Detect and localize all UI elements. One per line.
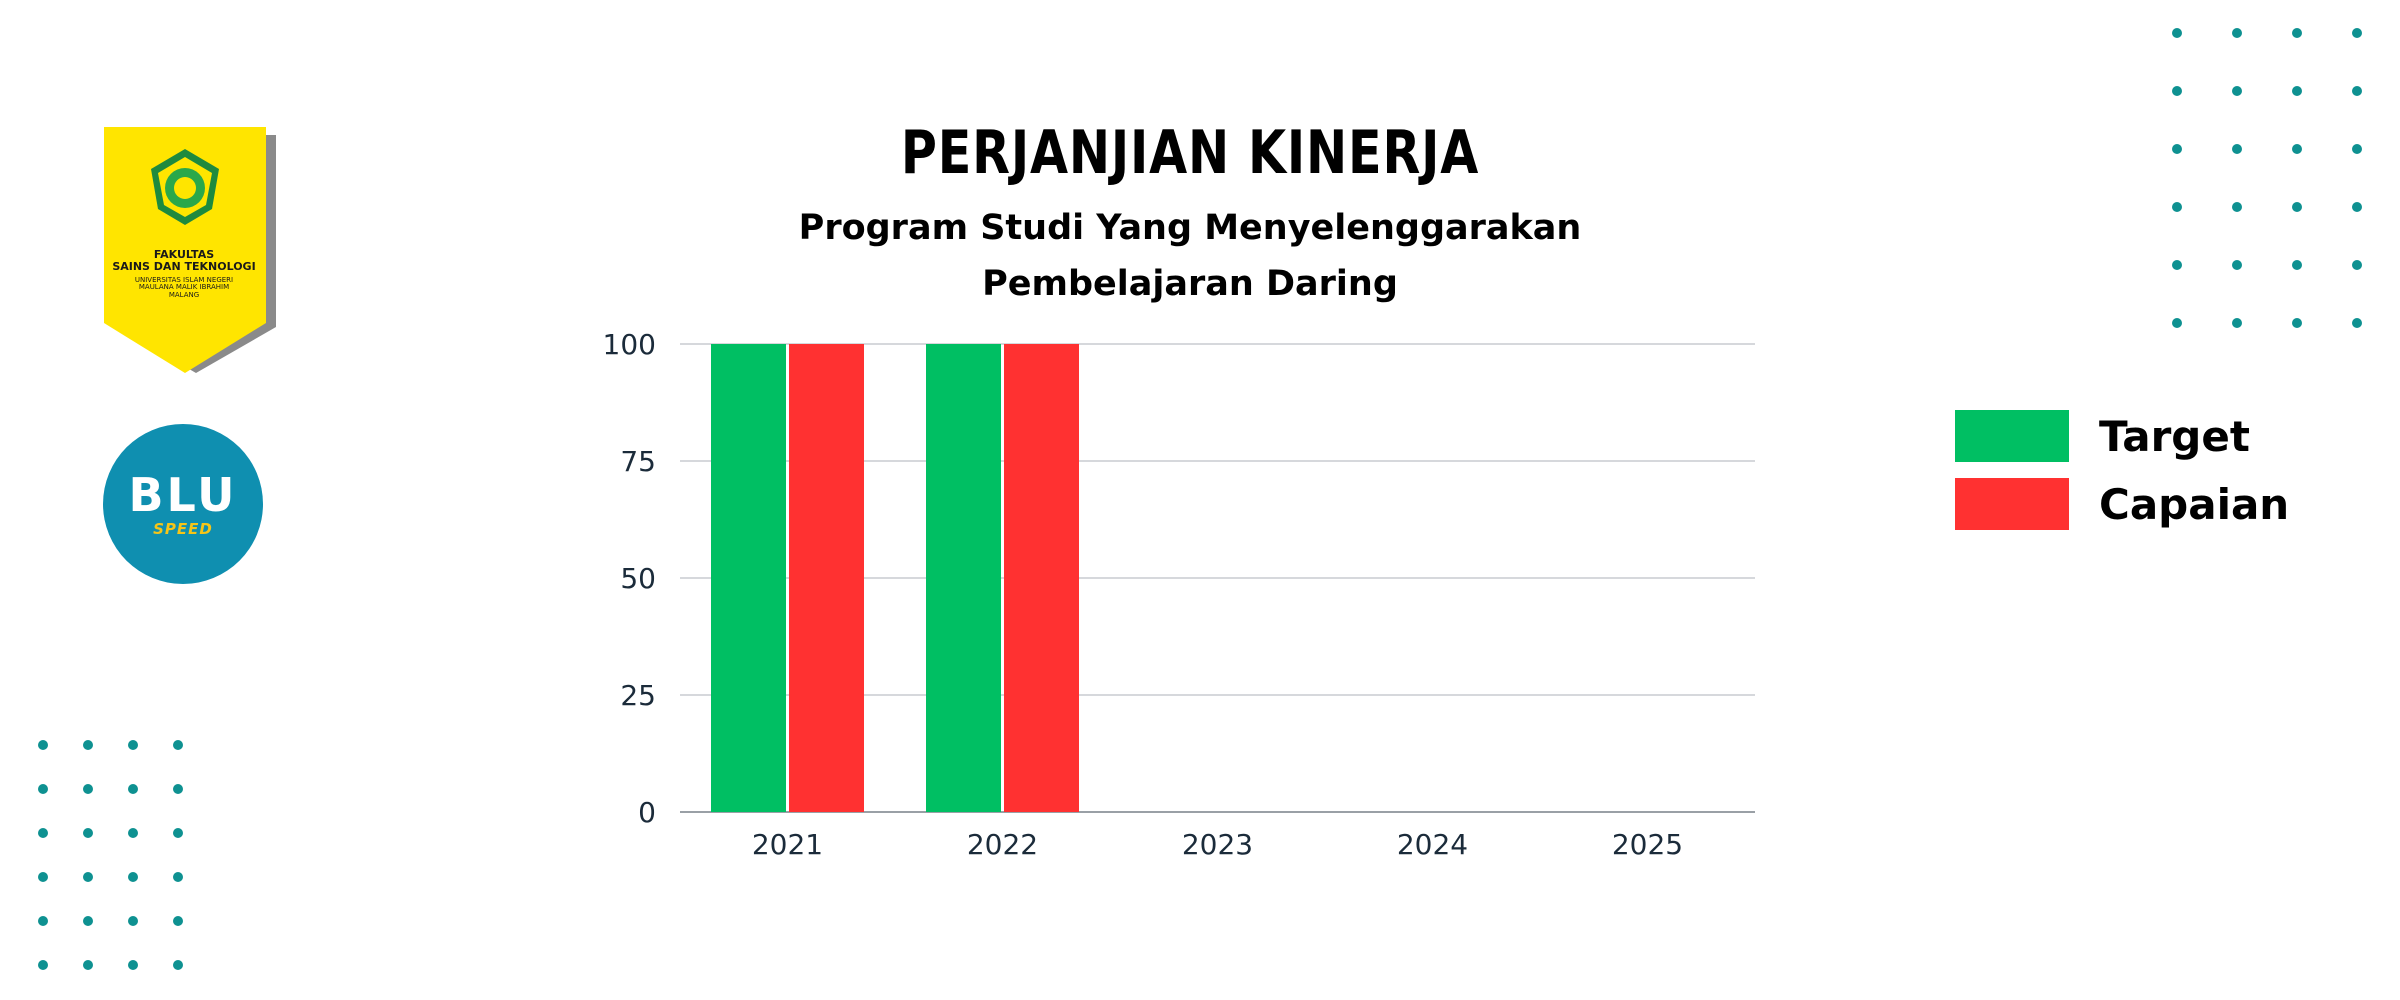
- legend-label: Target: [2099, 411, 2250, 461]
- decor-dot: [2292, 28, 2302, 38]
- badge-shape: [104, 127, 276, 373]
- decor-dot: [2172, 318, 2182, 328]
- chart-subtitle: Program Studi Yang Menyelenggarakan Pemb…: [740, 200, 1640, 312]
- decor-dot: [38, 916, 48, 926]
- decor-dot: [2352, 144, 2362, 154]
- decor-dot: [38, 960, 48, 970]
- x-tick-label: 2025: [1612, 828, 1683, 861]
- decor-dot: [2352, 28, 2362, 38]
- chart-legend: Target Capaian: [1955, 410, 2289, 546]
- decor-dot: [2292, 86, 2302, 96]
- decor-dot: [38, 784, 48, 794]
- decor-dot: [83, 916, 93, 926]
- decor-dot: [128, 828, 138, 838]
- decor-dot: [2232, 260, 2242, 270]
- legend-swatch: [1955, 410, 2069, 462]
- bar-target-2022: [926, 344, 1001, 812]
- bar-target-2021: [711, 344, 786, 812]
- badge-line-2: SAINS DAN TEKNOLOGI: [112, 259, 256, 273]
- legend-item-target: Target: [1955, 410, 2289, 462]
- decor-dot: [173, 740, 183, 750]
- decor-dot: [128, 960, 138, 970]
- decor-dot: [2352, 202, 2362, 212]
- decor-dot: [173, 916, 183, 926]
- badge-line-4: MAULANA MALIK IBRAHIM: [138, 283, 230, 292]
- y-tick-label: 50: [620, 562, 656, 595]
- blu-speed-logo: BLU SPEED: [103, 424, 263, 584]
- decor-dot: [128, 916, 138, 926]
- decor-dot: [2292, 202, 2302, 212]
- decor-dot: [2172, 144, 2182, 154]
- decor-dot: [2352, 318, 2362, 328]
- badge-line-3: UNIVERSITAS ISLAM NEGERI: [134, 276, 234, 284]
- badge-line-5: MALANG: [168, 290, 200, 299]
- dot-pattern-bottom-left: [38, 740, 183, 970]
- y-tick-label: 0: [638, 796, 656, 829]
- x-tick-label: 2021: [752, 828, 823, 861]
- decor-dot: [2232, 28, 2242, 38]
- chart-subtitle-line-2: Pembelajaran Daring: [982, 264, 1398, 304]
- decor-dot: [83, 960, 93, 970]
- decor-dot: [83, 872, 93, 882]
- x-tick-label: 2024: [1397, 828, 1468, 861]
- decor-dot: [2232, 86, 2242, 96]
- decor-dot: [2232, 202, 2242, 212]
- decor-dot: [38, 872, 48, 882]
- decor-dot: [128, 784, 138, 794]
- decor-dot: [2172, 202, 2182, 212]
- chart-title: PERJANJIAN KINERJA: [900, 118, 1480, 188]
- y-tick-label: 100: [603, 328, 656, 361]
- bar-capaian-2021: [789, 344, 864, 812]
- dot-pattern-top-right: [2172, 28, 2362, 328]
- decor-dot: [38, 828, 48, 838]
- legend-item-capaian: Capaian: [1955, 478, 2289, 530]
- decor-dot: [2292, 318, 2302, 328]
- badge-faculty-name: FAKULTAS SAINS DAN TEKNOLOGI: [104, 249, 264, 272]
- decor-dot: [2352, 86, 2362, 96]
- decor-dot: [2172, 260, 2182, 270]
- decor-dot: [173, 784, 183, 794]
- y-tick-label: 75: [620, 445, 656, 478]
- chart-subtitle-line-1: Program Studi Yang Menyelenggarakan: [798, 208, 1582, 248]
- decor-dot: [83, 828, 93, 838]
- decor-dot: [83, 740, 93, 750]
- x-tick-label: 2022: [967, 828, 1038, 861]
- blu-logo-word: BLU: [128, 468, 238, 522]
- decor-dot: [173, 872, 183, 882]
- bar-capaian-2022: [1004, 344, 1079, 812]
- decor-dot: [2352, 260, 2362, 270]
- decor-dot: [128, 872, 138, 882]
- decor-dot: [2172, 86, 2182, 96]
- faculty-badge-logo: FAKULTAS SAINS DAN TEKNOLOGI UNIVERSITAS…: [104, 127, 276, 375]
- badge-line-1: FAKULTAS: [153, 248, 215, 261]
- decor-dot: [2292, 144, 2302, 154]
- x-tick-label: 2023: [1182, 828, 1253, 861]
- decor-dot: [173, 960, 183, 970]
- blu-logo-sub: SPEED: [153, 520, 213, 538]
- chart-axes: 0 25 50 75 100 2021 2022 2023 2024 2025: [603, 328, 1684, 861]
- y-tick-label: 25: [620, 679, 656, 712]
- decor-dot: [38, 740, 48, 750]
- legend-swatch: [1955, 478, 2069, 530]
- decor-dot: [128, 740, 138, 750]
- chart-bars: [711, 344, 1079, 812]
- legend-label: Capaian: [2099, 479, 2290, 529]
- decor-dot: [2232, 318, 2242, 328]
- decor-dot: [2292, 260, 2302, 270]
- badge-university-name: UNIVERSITAS ISLAM NEGERI MAULANA MALIK I…: [104, 276, 264, 299]
- decor-dot: [173, 828, 183, 838]
- decor-dot: [2172, 28, 2182, 38]
- decor-dot: [83, 784, 93, 794]
- decor-dot: [2232, 144, 2242, 154]
